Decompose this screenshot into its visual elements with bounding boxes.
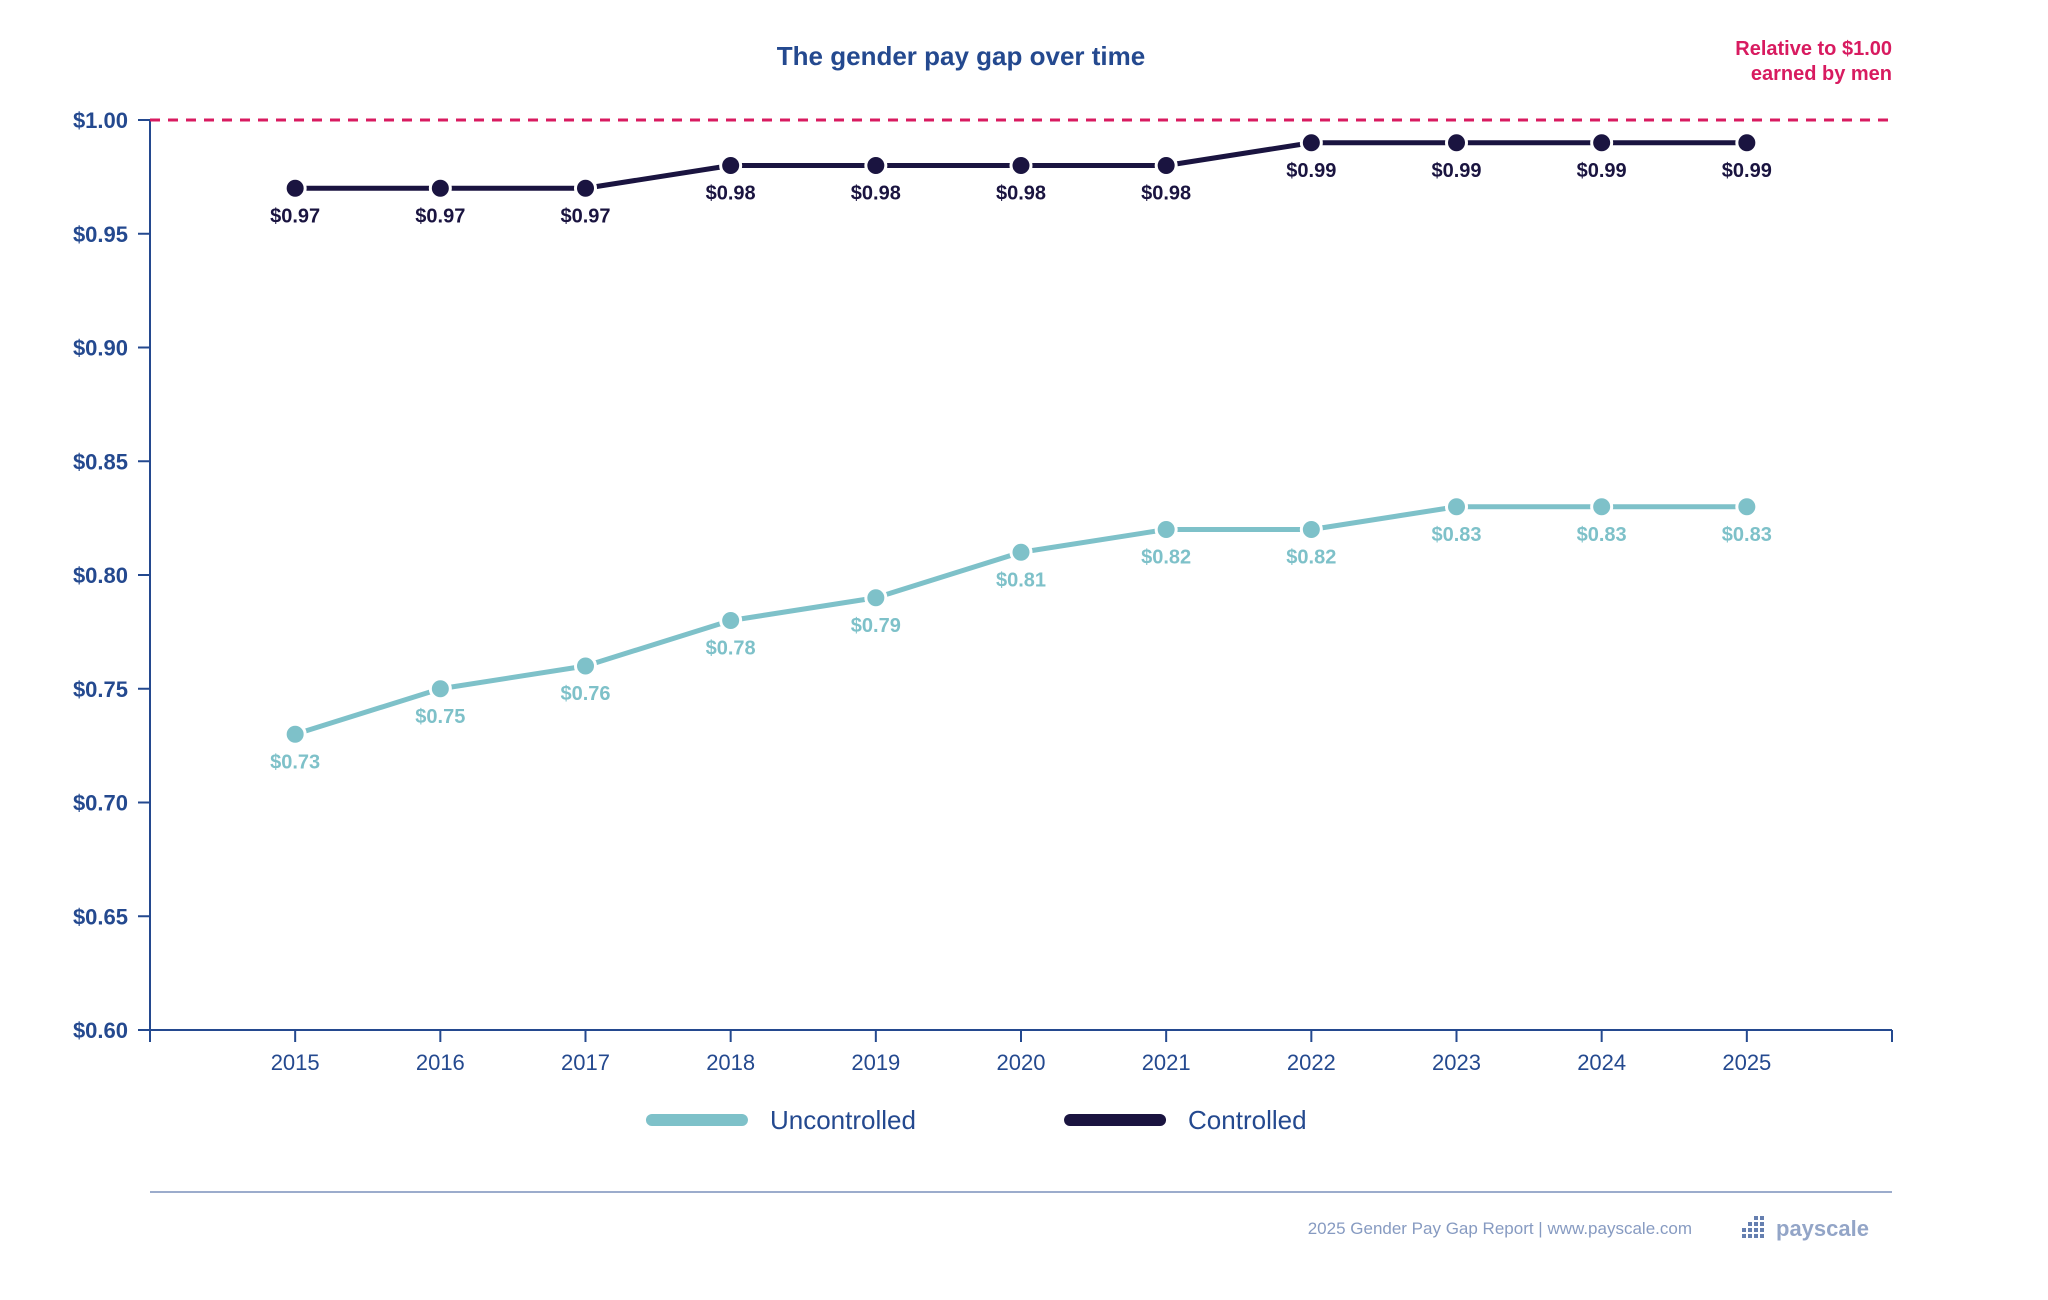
legend-label: Uncontrolled [770,1105,916,1135]
x-tick-label: 2024 [1577,1050,1626,1075]
reference-label-line2: earned by men [1751,63,1892,85]
y-tick-label: $0.90 [73,336,128,361]
series-point [576,178,596,198]
series-point [1011,156,1031,176]
series-point [1301,520,1321,540]
y-tick-label: $0.95 [73,222,128,247]
point-label: $0.82 [1141,547,1191,569]
point-label: $0.98 [851,183,901,205]
x-tick-label: 2020 [997,1050,1046,1075]
series-point [430,178,450,198]
x-tick-label: 2018 [706,1050,755,1075]
series-point [1447,133,1467,153]
point-label: $0.83 [1431,524,1481,546]
reference-label-line1: Relative to $1.00 [1735,38,1892,60]
brand-name: payscale [1776,1216,1869,1241]
point-label: $0.73 [270,751,320,773]
series-point [866,156,886,176]
x-tick-label: 2017 [561,1050,610,1075]
point-label: $0.76 [560,683,610,705]
y-tick-label: $0.65 [73,904,128,929]
pay-gap-chart: The gender pay gap over time Relative to … [0,0,2048,1300]
point-label: $0.97 [560,205,610,227]
x-tick-label: 2023 [1432,1050,1481,1075]
point-label: $0.99 [1431,160,1481,182]
y-tick-label: $0.85 [73,449,128,474]
series-point [1301,133,1321,153]
point-label: $0.99 [1722,160,1772,182]
x-tick-label: 2021 [1142,1050,1191,1075]
series-point [1592,497,1612,517]
series-point [1737,497,1757,517]
x-tick-label: 2016 [416,1050,465,1075]
series-point [1592,133,1612,153]
series-point [721,611,741,631]
series-point [1011,542,1031,562]
series-point [430,679,450,699]
point-label: $0.99 [1577,160,1627,182]
footer-text: 2025 Gender Pay Gap Report | www.payscal… [1308,1219,1692,1238]
series-point [285,178,305,198]
point-label: $0.82 [1286,547,1336,569]
legend: Uncontrolled Controlled [652,1105,1307,1135]
x-tick-label: 2025 [1722,1050,1771,1075]
point-label: $0.97 [415,205,465,227]
x-tick-label: 2019 [851,1050,900,1075]
series-point [1156,520,1176,540]
y-tick-label: $0.80 [73,563,128,588]
series-point [1156,156,1176,176]
y-tick-label: $0.60 [73,1018,128,1043]
series-point [285,724,305,744]
point-label: $0.98 [996,183,1046,205]
x-tick-label: 2022 [1287,1050,1336,1075]
point-label: $0.75 [415,706,465,728]
point-label: $0.83 [1577,524,1627,546]
y-tick-label: $0.75 [73,677,128,702]
series-point [576,656,596,676]
x-tick-label: 2015 [271,1050,320,1075]
point-label: $0.78 [706,638,756,660]
point-label: $0.98 [1141,183,1191,205]
legend-label: Controlled [1188,1105,1307,1135]
chart-title: The gender pay gap over time [777,41,1145,71]
point-label: $0.99 [1286,160,1336,182]
series-point [721,156,741,176]
y-tick-label: $1.00 [73,108,128,133]
series-point [1447,497,1467,517]
series-point [866,588,886,608]
point-label: $0.98 [706,183,756,205]
y-tick-label: $0.70 [73,791,128,816]
point-label: $0.83 [1722,524,1772,546]
point-label: $0.97 [270,205,320,227]
series-point [1737,133,1757,153]
brand-logo: payscale [1742,1216,1869,1241]
point-label: $0.79 [851,615,901,637]
point-label: $0.81 [996,569,1046,591]
